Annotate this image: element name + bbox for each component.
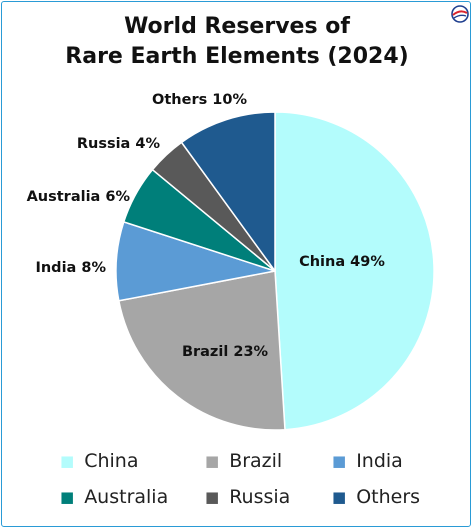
- chart-title-line-1: World Reserves of: [124, 14, 350, 39]
- slice-label-russia: Russia 4%: [77, 136, 161, 152]
- legend-swatch-india: ■: [332, 451, 347, 470]
- legend-label-others: Others: [356, 486, 421, 508]
- pie-chart: China 49% Brazil 23% India 8% Australia 6% R…: [27, 92, 435, 431]
- legend-swatch-china: ■: [60, 451, 75, 470]
- legend-swatch-others: ■: [332, 487, 347, 506]
- legend-swatch-brazil: ■: [205, 451, 220, 470]
- legend-swatch-russia: ■: [205, 487, 220, 506]
- pie-slice-china: [274, 111, 435, 431]
- slice-label-australia: Australia 6%: [27, 189, 131, 205]
- legend-item-australia: ■ Australia: [60, 482, 168, 512]
- chart-title-line-2: Rare Earth Elements (2024): [65, 44, 409, 69]
- slice-label-india: India 8%: [35, 260, 106, 276]
- legend-label-china: China: [84, 450, 139, 472]
- brand-logo-icon: [451, 5, 469, 23]
- legend-label-brazil: Brazil: [229, 450, 283, 472]
- slice-label-brazil: Brazil 23%: [182, 344, 269, 360]
- legend-swatch-australia: ■: [60, 487, 75, 506]
- pie-slice-brazil: [117, 270, 286, 431]
- legend-label-russia: Russia: [229, 486, 291, 508]
- legend-label-australia: Australia: [84, 486, 169, 508]
- slice-label-others: Others 10%: [152, 92, 247, 108]
- legend-item-india: ■ India: [332, 446, 403, 476]
- legend-item-others: ■ Others: [332, 482, 420, 512]
- legend-item-russia: ■ Russia: [205, 482, 290, 512]
- chart-title: World Reserves of Rare Earth Elements (2…: [0, 12, 474, 72]
- legend-item-china: ■ China: [60, 446, 138, 476]
- pie-slice-others: [180, 111, 276, 274]
- chart-legend: ■ China ■ Brazil ■ India ■ Australia ■ R…: [0, 444, 474, 524]
- legend-label-india: India: [356, 450, 403, 472]
- legend-item-brazil: ■ Brazil: [205, 446, 282, 476]
- slice-label-china: China 49%: [299, 254, 385, 270]
